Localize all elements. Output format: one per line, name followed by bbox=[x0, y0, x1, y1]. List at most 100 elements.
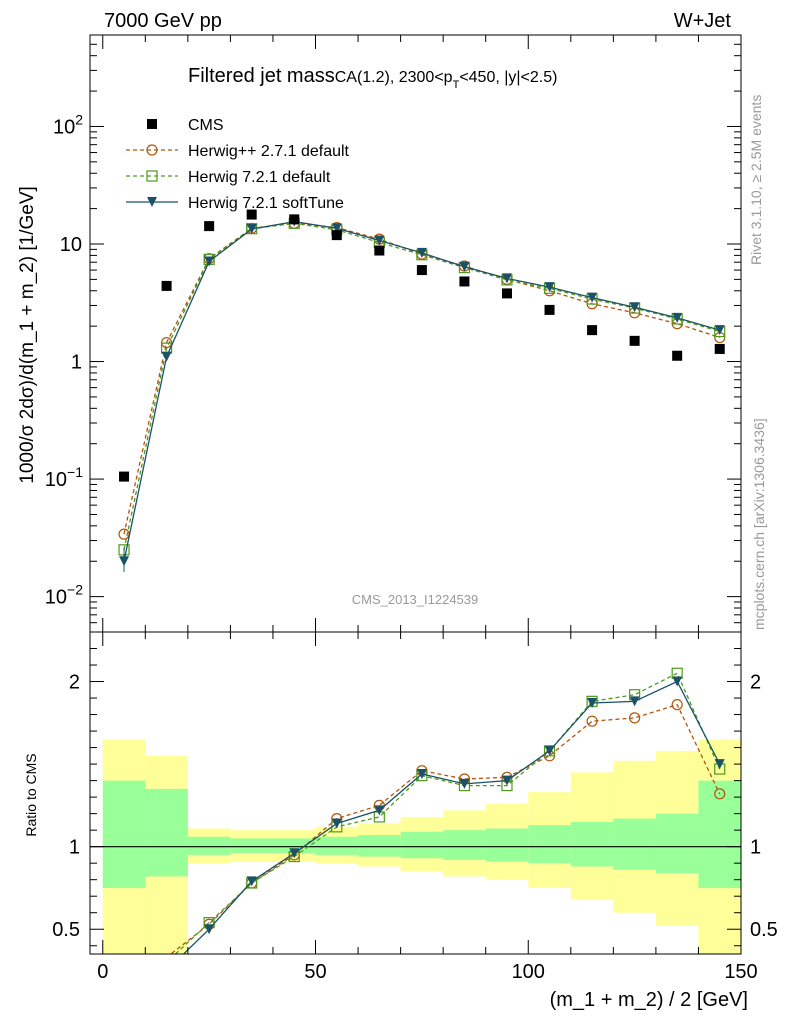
series-2-point-14 bbox=[714, 325, 725, 336]
series-line-1 bbox=[123, 222, 720, 550]
data-point-9 bbox=[501, 288, 512, 299]
data-point-1 bbox=[161, 280, 172, 291]
ratio-2-point-7 bbox=[416, 769, 427, 780]
band-green-3 bbox=[230, 838, 273, 854]
ratio-ytick-label-right-1: 1 bbox=[750, 837, 761, 859]
plot-title: Filtered jet massCA(1.2), 2300<pT<450, |… bbox=[188, 65, 557, 91]
band-green-8 bbox=[443, 830, 486, 860]
data-point-0 bbox=[119, 471, 130, 482]
ratio-2-point-4 bbox=[289, 848, 300, 859]
ratio-marks bbox=[169, 667, 726, 954]
series-2-point-8 bbox=[459, 261, 470, 272]
series-2-point-7 bbox=[416, 247, 427, 258]
series-2-point-1 bbox=[161, 351, 172, 362]
legend-marker-1 bbox=[146, 170, 158, 182]
data-point-10 bbox=[544, 304, 555, 315]
ratio-ytick-label-right-2: 2 bbox=[750, 672, 761, 694]
data-point-13 bbox=[672, 350, 683, 361]
band-green-11 bbox=[570, 821, 614, 867]
band-green-1 bbox=[145, 788, 188, 877]
ratio-ytick-label-2: 2 bbox=[69, 672, 80, 694]
legend-marker-2 bbox=[147, 197, 157, 207]
band-green-12 bbox=[613, 818, 656, 870]
data-point-4 bbox=[289, 214, 300, 225]
ratio-ytick-label-right-0: 0.5 bbox=[750, 919, 778, 941]
main-ytick-label-exp-1: −1 bbox=[67, 464, 83, 480]
main-ytick-label-3: 10 bbox=[60, 234, 82, 256]
ratio-2-point-13 bbox=[672, 676, 683, 687]
main-ytick-label-base-0: 10 bbox=[45, 587, 67, 609]
series-2-point-3 bbox=[246, 224, 257, 235]
series-2-point-9 bbox=[501, 273, 512, 284]
plot-title-sub-b: <450, |y|<2.5) bbox=[459, 69, 557, 86]
series-2-point-6 bbox=[374, 235, 385, 246]
ratio-0-point-13 bbox=[671, 699, 683, 711]
data-point-6 bbox=[374, 245, 385, 256]
data-point-8 bbox=[459, 276, 470, 287]
side-label-bottom: mcplots.cern.ch [arXiv:1306.3436] bbox=[751, 418, 767, 630]
ratio-frame bbox=[89, 631, 742, 955]
legend-cms-label: CMS bbox=[188, 117, 224, 134]
header-right: W+Jet bbox=[674, 10, 732, 32]
legend-label-0: Herwig++ 2.7.1 default bbox=[188, 143, 350, 160]
series-2-point-12 bbox=[629, 302, 640, 313]
ratio-2-point-8 bbox=[459, 778, 470, 789]
band-green-9 bbox=[485, 828, 529, 862]
ratio-2-point-2 bbox=[204, 924, 215, 935]
band-green-13 bbox=[655, 813, 699, 874]
legend: CMS Herwig++ 2.7.1 default Herwig 7.2.1 de… bbox=[126, 117, 350, 212]
legend-marker-0 bbox=[146, 144, 158, 156]
band-green-5 bbox=[315, 836, 359, 855]
ratio-0-point-12 bbox=[629, 712, 641, 724]
series-2-point-2 bbox=[204, 256, 215, 267]
data-point-11 bbox=[587, 325, 598, 336]
ratio-ytick-label-1: 1 bbox=[69, 837, 80, 859]
data-point-3 bbox=[246, 209, 257, 220]
series-2-point-11 bbox=[587, 292, 598, 303]
x-tick-label-0: 0 bbox=[97, 961, 108, 983]
ratio-2-point-9 bbox=[501, 775, 512, 786]
data-point-12 bbox=[629, 335, 640, 346]
series-2-point-5 bbox=[331, 223, 342, 234]
plot-title-sub-sub: T bbox=[453, 79, 460, 91]
band-green-7 bbox=[400, 831, 444, 859]
main-ytick-label-base-2: 1 bbox=[71, 352, 82, 374]
legend-label-2: Herwig 7.2.1 softTune bbox=[188, 195, 344, 212]
main-ytick-label-exp-4: 2 bbox=[75, 111, 83, 127]
plot-title-main: Filtered jet mass bbox=[188, 65, 335, 87]
y-axis-label: 1000/σ 2dσ)/d(m_1 + m_2) [1/GeV] bbox=[17, 186, 38, 484]
band-green-6 bbox=[358, 835, 401, 857]
main-ytick-label-4: 102 bbox=[53, 111, 83, 138]
analysis-label: CMS_2013_I1224539 bbox=[352, 592, 479, 607]
band-green-4 bbox=[272, 838, 316, 854]
data-point-5 bbox=[331, 230, 342, 241]
ratio-ticks: 0 50 100 150 0.5 0.5 1 1 2 2 bbox=[52, 632, 778, 983]
ratio-0-point-14 bbox=[714, 788, 726, 800]
ratio-2-point-3 bbox=[246, 876, 257, 887]
main-ytick-label-base-1: 10 bbox=[45, 469, 67, 491]
ratio-ytick-label-0: 0.5 bbox=[52, 919, 80, 941]
main-marks bbox=[118, 209, 726, 572]
x-tick-label-2: 100 bbox=[512, 961, 545, 983]
series-line-0 bbox=[123, 222, 720, 535]
legend-cms-marker bbox=[147, 119, 157, 129]
series-2-point-10 bbox=[544, 282, 555, 293]
ratio-2-point-10 bbox=[544, 745, 555, 756]
ratio-panel: 0 50 100 150 0.5 0.5 1 1 2 2 bbox=[52, 631, 778, 983]
data-point-7 bbox=[416, 265, 427, 276]
ratio-y-axis-label: Ratio to CMS bbox=[23, 753, 39, 836]
ratio-0-point-11 bbox=[586, 715, 598, 727]
ratio-bands bbox=[90, 739, 741, 954]
main-ytick-label-0: 10−2 bbox=[45, 582, 83, 609]
side-label-top: Rivet 3.1.10, ≥ 2.5M events bbox=[748, 95, 764, 265]
plot-title-sub-a: CA(1.2), 2300<p bbox=[335, 69, 453, 86]
x-axis-label: (m_1 + m_2) / 2 [GeV] bbox=[550, 989, 748, 1011]
header-left: 7000 GeV pp bbox=[104, 10, 222, 32]
data-point-14 bbox=[714, 343, 725, 354]
band-green-2 bbox=[187, 836, 231, 855]
x-tick-label-1: 50 bbox=[304, 961, 326, 983]
series-2-point-13 bbox=[672, 312, 683, 323]
ratio-2-point-12 bbox=[629, 696, 640, 707]
